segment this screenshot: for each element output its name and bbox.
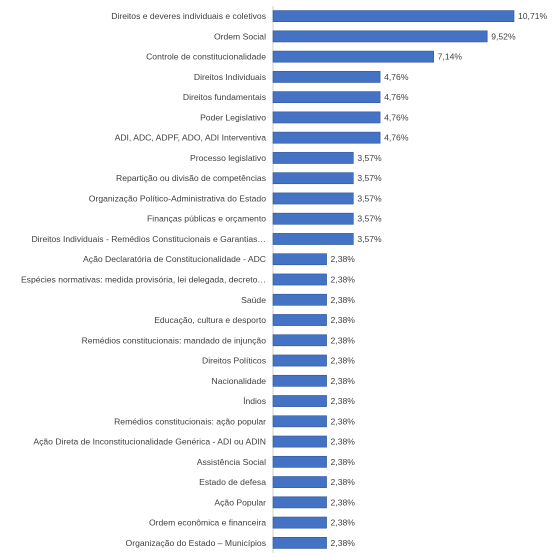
value-label: 3,57% [357, 193, 382, 203]
category-label: Direitos fundamentais [183, 92, 266, 102]
category-label: Organização Político-Administrativa do E… [89, 193, 266, 203]
category-label: Organização do Estado – Municípios [126, 538, 266, 548]
value-label: 10,71% [518, 11, 548, 21]
bar-6 [272, 111, 381, 124]
category-label: Índios [243, 396, 266, 406]
category-label: Poder Legislativo [200, 112, 266, 122]
category-label: Ação Popular [214, 497, 266, 507]
bar-16 [272, 314, 327, 326]
category-label: Ação Direta de Inconstitucionalidade Gen… [33, 437, 266, 447]
value-label: 2,38% [331, 396, 356, 406]
bar-1 [272, 10, 515, 23]
category-label: Repartição ou divisão de competências [116, 173, 266, 183]
value-label: 2,38% [331, 356, 356, 366]
bar-23 [272, 455, 327, 468]
bar-5 [272, 91, 381, 104]
bar-14 [272, 273, 327, 286]
bar-4 [272, 71, 381, 83]
category-label: Ação Declaratória de Constitucionalidade… [83, 254, 266, 264]
bar-13 [272, 253, 327, 266]
bar-3 [272, 50, 434, 63]
bar-19 [272, 374, 327, 387]
bar-22 [272, 435, 327, 448]
bar-8 [272, 152, 354, 164]
category-label: Nacionalidade [212, 376, 267, 386]
bar-10 [272, 192, 354, 205]
category-label: Direitos Individuais [194, 72, 266, 82]
value-label: 2,38% [331, 538, 356, 548]
category-label: Assistência Social [197, 457, 266, 467]
value-label: 4,76% [384, 92, 409, 102]
bar-18 [272, 354, 327, 367]
value-label: 4,76% [384, 72, 409, 82]
category-label: Educação, cultura e desporto [154, 315, 266, 325]
category-label: ADI, ADC, ADPF, ADO, ADI Interventiva [115, 133, 267, 143]
bar-26 [272, 516, 327, 529]
category-label: Finanças públicas e orçamento [147, 214, 266, 224]
bar-27 [272, 536, 327, 549]
bar-7 [272, 131, 381, 144]
value-label: 2,38% [331, 457, 356, 467]
bar-17 [272, 334, 327, 347]
value-labels-group: 10,71%9,52%7,14%4,76%4,76%4,76%4,76%3,57… [331, 11, 548, 548]
category-label: Saúde [241, 295, 266, 305]
value-label: 2,38% [331, 518, 356, 528]
value-label: 3,57% [357, 234, 382, 244]
value-label: 2,38% [331, 416, 356, 426]
value-label: 2,38% [331, 497, 356, 507]
category-label: Processo legislativo [190, 153, 266, 163]
value-label: 3,57% [357, 214, 382, 224]
category-label: Ordem econômica e financeira [149, 518, 266, 528]
value-label: 3,57% [357, 173, 382, 183]
category-label: Ordem Social [214, 31, 266, 41]
value-label: 2,38% [331, 254, 356, 264]
category-label: Direitos e deveres individuais e coletiv… [111, 11, 266, 21]
value-label: 9,52% [491, 31, 516, 41]
bar-11 [272, 212, 354, 225]
value-label: 2,38% [331, 477, 356, 487]
category-label: Remédios constitucionais: ação popular [114, 416, 266, 426]
category-label: Controle de constitucionalidade [146, 52, 266, 62]
bars-group [272, 10, 515, 549]
value-label: 2,38% [331, 275, 356, 285]
bar-12 [272, 233, 354, 245]
category-label: Direitos Individuais - Remédios Constitu… [31, 234, 266, 244]
bar-15 [272, 293, 327, 306]
category-label: Direitos Políticos [202, 356, 266, 366]
bar-25 [272, 496, 327, 509]
bar-21 [272, 415, 327, 428]
category-label: Remédios constitucionais: mandado de inj… [82, 335, 267, 345]
value-label: 7,14% [438, 52, 463, 62]
bar-20 [272, 395, 327, 407]
value-label: 2,38% [331, 437, 356, 447]
value-label: 3,57% [357, 153, 382, 163]
category-labels-group: Direitos e deveres individuais e coletiv… [21, 11, 266, 548]
value-label: 4,76% [384, 112, 409, 122]
value-label: 4,76% [384, 133, 409, 143]
category-label: Estado de defesa [199, 477, 266, 487]
bar-2 [272, 30, 488, 43]
value-label: 2,38% [331, 315, 356, 325]
bar-24 [272, 476, 327, 488]
value-label: 2,38% [331, 376, 356, 386]
bar-9 [272, 172, 354, 185]
value-label: 2,38% [331, 335, 356, 345]
value-label: 2,38% [331, 295, 356, 305]
category-label: Espécies normativas: medida provisória, … [21, 275, 266, 285]
